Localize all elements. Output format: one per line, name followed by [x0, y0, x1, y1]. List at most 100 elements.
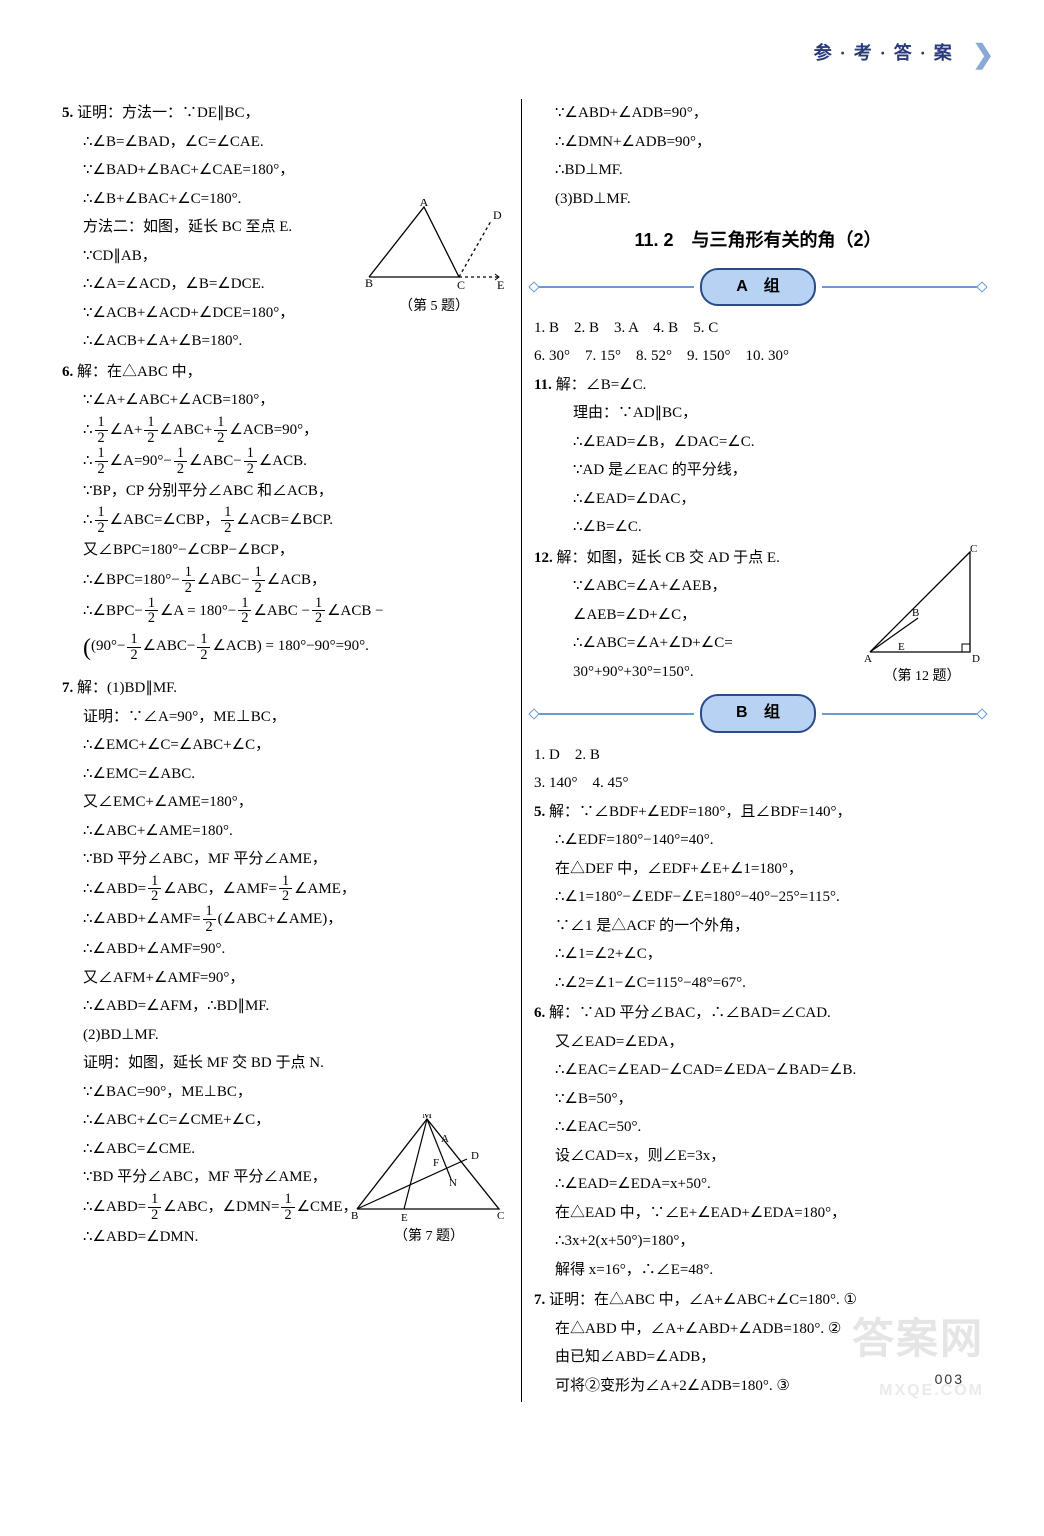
svg-text:A: A — [864, 653, 872, 664]
q6-f3: ∵BP，CP 分别平分∠ABC 和∠ACB， — [62, 477, 509, 506]
divider-line — [534, 286, 694, 288]
bq5-number: 5. — [534, 804, 545, 820]
header-arrow-icon: ❯ — [972, 40, 994, 69]
lozenge-icon — [976, 708, 987, 719]
q5-number: 5. — [62, 105, 73, 121]
header-text: 参·考·答·案 — [814, 43, 960, 63]
group-b-header: B 组 — [534, 694, 982, 732]
groupA-q11: 11. 解：∠B=∠C. 理由：∵AD∥BC， ∴∠EAD=∠B，∠DAC=∠C… — [534, 371, 982, 542]
q11-l5: ∴∠B=∠C. — [534, 513, 982, 542]
q6-f5: 又∠BPC=180°−∠CBP−∠BCP， — [62, 536, 509, 565]
figure-q7-caption: （第 7 题） — [349, 1224, 509, 1251]
bq6-l8: ∴3x+2(x+50°)=180°， — [534, 1227, 982, 1256]
q6-number: 6. — [62, 364, 73, 380]
q11-l2: ∴∠EAD=∠B，∠DAC=∠C. — [534, 428, 982, 457]
q11-l4: ∴∠EAD=∠DAC， — [534, 485, 982, 514]
q5-l1: ∴∠B=∠BAD，∠C=∠CAE. — [62, 128, 509, 157]
q11-l3: ∵AD 是∠EAC 的平分线， — [534, 456, 982, 485]
cont-l0: ∵∠ABD+∠ADB=90°， — [534, 99, 982, 128]
right-column: ∵∠ABD+∠ADB=90°， ∴∠DMN+∠ADB=90°， ∴BD⊥MF. … — [522, 99, 994, 1402]
q12-number: 12. — [534, 550, 553, 566]
question-7: M A D F N B E C （第 7 题） 7. 解：(1)BD∥MF. 证… — [62, 674, 509, 1251]
triangle-diagram-icon: M A D F N B E C — [349, 1114, 509, 1224]
q7-l1: 证明：∵∠A=90°，ME⊥BC， — [62, 703, 509, 732]
bq5-l3: ∴∠1=180°−∠EDF−∠E=180°−40°−25°=115°. — [534, 883, 982, 912]
groupA-fill: 6. 30° 7. 15° 8. 52° 9. 150° 10. 30° — [534, 342, 982, 371]
cont-l2: ∴BD⊥MF. — [534, 156, 982, 185]
svg-text:E: E — [898, 641, 905, 653]
bq7-number: 7. — [534, 1292, 545, 1308]
q7-l5: ∴∠ABC+∠AME=180°. — [62, 817, 509, 846]
q5-l2: ∵∠BAD+∠BAC+∠CAE=180°， — [62, 156, 509, 185]
svg-text:M: M — [422, 1114, 432, 1121]
groupB-fill: 3. 140° 4. 45° — [534, 769, 982, 798]
cont-l3: (3)BD⊥MF. — [534, 185, 982, 214]
svg-text:C: C — [457, 278, 465, 292]
bq5-l0: 解：∵∠BDF+∠EDF=180°，且∠BDF=140°， — [549, 804, 852, 820]
q7-l21: 又∠AFM+∠AMF=90°， — [62, 964, 509, 993]
bq6-l3: ∵∠B=50°， — [534, 1085, 982, 1114]
q7-l22: ∴∠ABD=∠AFM，∴BD∥MF. — [62, 992, 509, 1021]
q6-f6: ∴∠BPC=180°−12∠ABC−12∠ACB， — [62, 565, 509, 596]
lozenge-icon — [976, 281, 987, 292]
q7-l20: ∴∠ABD+∠AMF=90°. — [62, 935, 509, 964]
svg-text:F: F — [433, 1157, 439, 1169]
bq7-l1: 在△ABD 中，∠A+∠ABD+∠ADB=180°. ② — [534, 1315, 982, 1344]
bq6-l4: ∴∠EAC=50°. — [534, 1113, 982, 1142]
q11-l1: 理由：∵AD∥BC， — [534, 399, 982, 428]
section-title: 11. 2 与三角形有关的角（2） — [534, 223, 982, 257]
q7-l4: 又∠EMC+∠AME=180°， — [62, 788, 509, 817]
bq6-l9: 解得 x=16°，∴∠E=48°. — [534, 1256, 982, 1285]
bq6-number: 6. — [534, 1005, 545, 1021]
svg-text:N: N — [449, 1177, 457, 1189]
svg-text:A: A — [420, 199, 429, 209]
bq5-l2: 在△DEF 中，∠EDF+∠E+∠1=180°， — [534, 855, 982, 884]
q11-number: 11. — [534, 377, 552, 393]
group-b-pill: B 组 — [700, 694, 816, 732]
groupB-q5: 5. 解：∵∠BDF+∠EDF=180°，且∠BDF=140°， ∴∠EDF=1… — [534, 798, 982, 998]
q5-l8: ∴∠ACB+∠A+∠B=180°. — [62, 327, 509, 356]
bq7-l3: 可将②变形为∠A+2∠ADB=180°. ③ — [534, 1372, 982, 1401]
q6-f7: ∴∠BPC−12∠A = 180°−12∠ABC −12∠ACB − — [62, 596, 509, 627]
two-column-layout: A B C D E （第 5 题） 5. 证明：方法一：∵DE∥BC， ∴∠B=… — [50, 99, 994, 1402]
lozenge-icon — [528, 708, 539, 719]
svg-text:C: C — [970, 544, 977, 555]
svg-text:B: B — [365, 276, 373, 290]
groupB-mc: 1. D 2. B — [534, 741, 982, 770]
q5-l0: 证明：方法一：∵DE∥BC， — [77, 105, 260, 121]
q7-l3: ∴∠EMC=∠ABC. — [62, 760, 509, 789]
svg-text:E: E — [401, 1212, 408, 1224]
bq5-l5: ∴∠1=∠2+∠C， — [534, 940, 982, 969]
q7-l2: ∴∠EMC+∠C=∠ABC+∠C， — [62, 731, 509, 760]
bq6-l6: ∴∠EAD=∠EDA=x+50°. — [534, 1170, 982, 1199]
bq6-l7: 在△EAD 中，∵∠E+∠EAD+∠EDA=180°， — [534, 1199, 982, 1228]
q6-f2: ∴12∠A=90°−12∠ABC−12∠ACB. — [62, 446, 509, 477]
groupA-q12: C B A E D （第 12 题） 12. 解：如图，延长 CB 交 AD 于… — [534, 544, 982, 687]
left-column: A B C D E （第 5 题） 5. 证明：方法一：∵DE∥BC， ∴∠B=… — [50, 99, 522, 1402]
q7-l24: 证明：如图，延长 MF 交 BD 于点 N. — [62, 1049, 509, 1078]
divider-line — [534, 713, 694, 715]
svg-text:D: D — [493, 208, 502, 222]
q7-l6: ∵BD 平分∠ABC，MF 平分∠AME， — [62, 845, 509, 874]
svg-text:B: B — [912, 607, 919, 619]
bq7-l0: 证明：在△ABC 中，∠A+∠ABC+∠C=180°. ① — [549, 1292, 857, 1308]
triangle-diagram-icon: C B A E D — [862, 544, 982, 664]
question-5: A B C D E （第 5 题） 5. 证明：方法一：∵DE∥BC， ∴∠B=… — [62, 99, 509, 356]
group-a-pill: A 组 — [700, 268, 815, 306]
q6-f8: ((90°−12∠ABC−12∠ACB) = 180°−90°=90°. — [62, 626, 509, 672]
q11-l0: 解：∠B=∠C. — [556, 377, 647, 393]
figure-q12-caption: （第 12 题） — [862, 664, 982, 691]
q7-l0: 解：(1)BD∥MF. — [77, 680, 177, 696]
svg-text:B: B — [351, 1210, 358, 1222]
bq6-l5: 设∠CAD=x，则∠E=3x， — [534, 1142, 982, 1171]
groupB-q7: 7. 证明：在△ABC 中，∠A+∠ABC+∠C=180°. ① 在△ABD 中… — [534, 1286, 982, 1400]
page-header: 参·考·答·案 ❯ — [50, 30, 994, 79]
svg-text:E: E — [497, 278, 504, 292]
question-6: 6. 解：在△ABC 中， ∵∠A+∠ABC+∠ACB=180°， ∴12∠A+… — [62, 358, 509, 672]
q7-l23: (2)BD⊥MF. — [62, 1021, 509, 1050]
lozenge-icon — [528, 281, 539, 292]
figure-q5-caption: （第 5 题） — [359, 294, 509, 321]
bq6-l1: 又∠EAD=∠EDA， — [534, 1028, 982, 1057]
bq5-l1: ∴∠EDF=180°−140°=40°. — [534, 826, 982, 855]
q12-l0: 解：如图，延长 CB 交 AD 于点 E. — [557, 550, 780, 566]
